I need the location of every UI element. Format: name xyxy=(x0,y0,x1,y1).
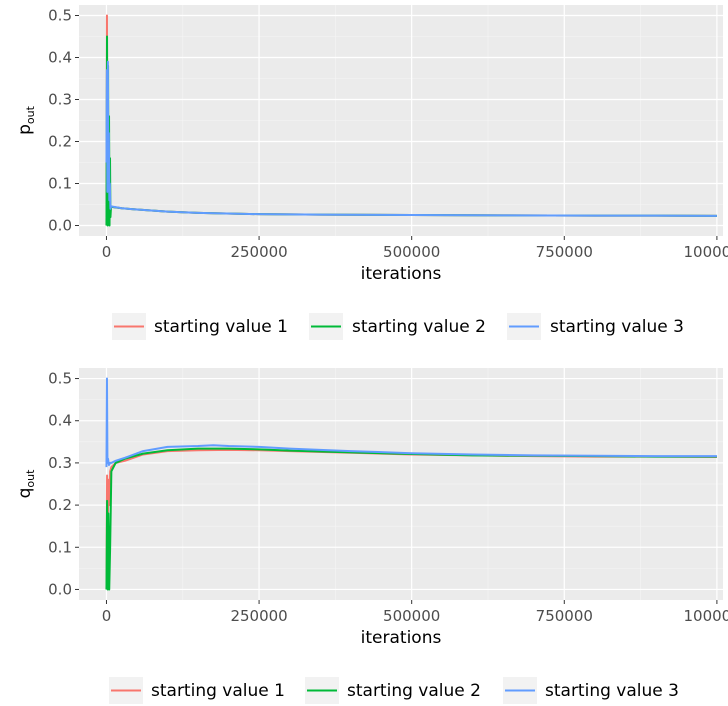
y-tick-label: 0.1 xyxy=(48,538,72,556)
x-tick-label: 250000 xyxy=(230,607,287,625)
x-axis-title: iterations xyxy=(361,628,442,648)
legend-label: starting value 3 xyxy=(550,317,684,337)
y-tick-label: 0.0 xyxy=(48,217,72,235)
legend-item-starting-value-3: starting value 3 xyxy=(503,677,679,704)
y-tick-label: 0.3 xyxy=(48,91,72,109)
x-axis-title: iterations xyxy=(361,264,442,284)
legend-label: starting value 2 xyxy=(352,317,486,337)
y-axis-title-subscript: out xyxy=(24,469,37,488)
x-tick-label: 500000 xyxy=(383,243,440,261)
y-tick-label: 0.1 xyxy=(48,175,72,193)
chart-p-out: 0.0 0.1 0.2 0.3 0.4 0.5 0 250000 500000 750000 10… xyxy=(15,5,728,284)
x-tick-label: 0 xyxy=(102,243,112,261)
x-tick-label: 250000 xyxy=(230,243,287,261)
legend-label: starting value 3 xyxy=(545,681,679,701)
legend-item-starting-value-1: starting value 1 xyxy=(109,677,285,704)
y-axis-title-subscript: out xyxy=(24,105,37,124)
y-tick-label: 0.3 xyxy=(48,454,72,472)
x-axis-ticks: 0 250000 500000 750000 1000000 xyxy=(102,236,728,261)
legend-top: starting value 1 starting value 2 starti… xyxy=(112,313,684,340)
x-axis-ticks: 0 250000 500000 750000 1000000 xyxy=(102,600,728,625)
series-line-3 xyxy=(105,377,717,468)
y-axis-ticks: 0.0 0.1 0.2 0.3 0.4 0.5 xyxy=(48,7,79,235)
x-tick-label: 1000000 xyxy=(683,243,728,261)
series-lines xyxy=(105,377,717,591)
y-tick-label: 0.5 xyxy=(48,370,72,388)
y-tick-label: 0.0 xyxy=(48,580,72,598)
y-axis-title: qout xyxy=(15,469,37,498)
y-axis-title-main: p xyxy=(15,124,35,135)
x-tick-label: 750000 xyxy=(536,607,593,625)
legend-item-starting-value-3: starting value 3 xyxy=(507,313,684,340)
legend-item-starting-value-1: starting value 1 xyxy=(112,313,288,340)
legend-label: starting value 2 xyxy=(347,681,481,701)
legend-label: starting value 1 xyxy=(151,681,285,701)
legend-item-starting-value-2: starting value 2 xyxy=(305,677,481,704)
y-tick-label: 0.5 xyxy=(48,7,72,25)
chart-q-out: 0.0 0.1 0.2 0.3 0.4 0.5 0 250000 500000 750000 10… xyxy=(15,368,728,648)
y-axis-title-main: q xyxy=(15,488,35,499)
y-tick-label: 0.4 xyxy=(48,412,72,430)
legend-label: starting value 1 xyxy=(154,317,288,337)
x-tick-label: 0 xyxy=(102,607,112,625)
y-tick-label: 0.2 xyxy=(48,133,72,151)
series-line-3 xyxy=(105,60,717,217)
y-tick-label: 0.2 xyxy=(48,496,72,514)
x-tick-label: 500000 xyxy=(383,607,440,625)
y-axis-title: pout xyxy=(15,105,37,134)
x-tick-label: 750000 xyxy=(536,243,593,261)
series-lines xyxy=(105,14,717,227)
y-axis-ticks: 0.0 0.1 0.2 0.3 0.4 0.5 xyxy=(48,370,79,598)
x-tick-label: 1000000 xyxy=(683,607,728,625)
y-tick-label: 0.4 xyxy=(48,49,72,67)
legend-bottom: starting value 1 starting value 2 starti… xyxy=(109,677,679,704)
legend-item-starting-value-2: starting value 2 xyxy=(309,313,486,340)
